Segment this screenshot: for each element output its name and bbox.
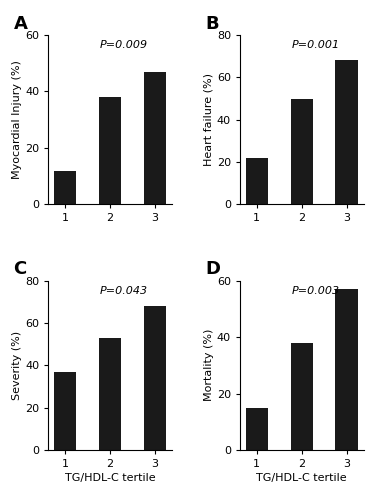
Y-axis label: Mortality (%): Mortality (%) [204, 329, 214, 402]
Y-axis label: Myocardial Injury (%): Myocardial Injury (%) [12, 60, 22, 179]
Text: D: D [205, 260, 220, 278]
Bar [290, 98, 313, 204]
Text: A: A [14, 14, 27, 32]
Bar [144, 306, 166, 450]
Text: P=0.001: P=0.001 [292, 40, 340, 50]
X-axis label: TG/HDL-C tertile: TG/HDL-C tertile [65, 473, 155, 483]
Text: B: B [205, 14, 219, 32]
Bar [54, 170, 76, 204]
Bar [246, 408, 268, 450]
Bar [99, 338, 121, 450]
Y-axis label: Heart failure (%): Heart failure (%) [204, 73, 214, 166]
Bar [99, 97, 121, 204]
Bar [54, 372, 76, 450]
Text: P=0.043: P=0.043 [100, 286, 148, 296]
Text: P=0.009: P=0.009 [100, 40, 148, 50]
Text: P=0.003: P=0.003 [292, 286, 340, 296]
Bar [335, 60, 358, 204]
Bar [290, 342, 313, 450]
Text: C: C [14, 260, 27, 278]
Bar [246, 158, 268, 204]
X-axis label: TG/HDL-C tertile: TG/HDL-C tertile [256, 473, 347, 483]
Y-axis label: Severity (%): Severity (%) [12, 330, 22, 400]
Bar [144, 72, 166, 204]
Bar [335, 289, 358, 450]
